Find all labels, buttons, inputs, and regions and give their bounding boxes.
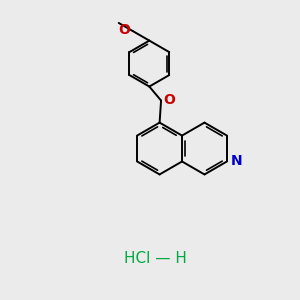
Text: HCl — H: HCl — H (124, 251, 187, 266)
Text: O: O (164, 93, 175, 107)
Text: O: O (118, 23, 130, 38)
Text: N: N (230, 154, 242, 169)
